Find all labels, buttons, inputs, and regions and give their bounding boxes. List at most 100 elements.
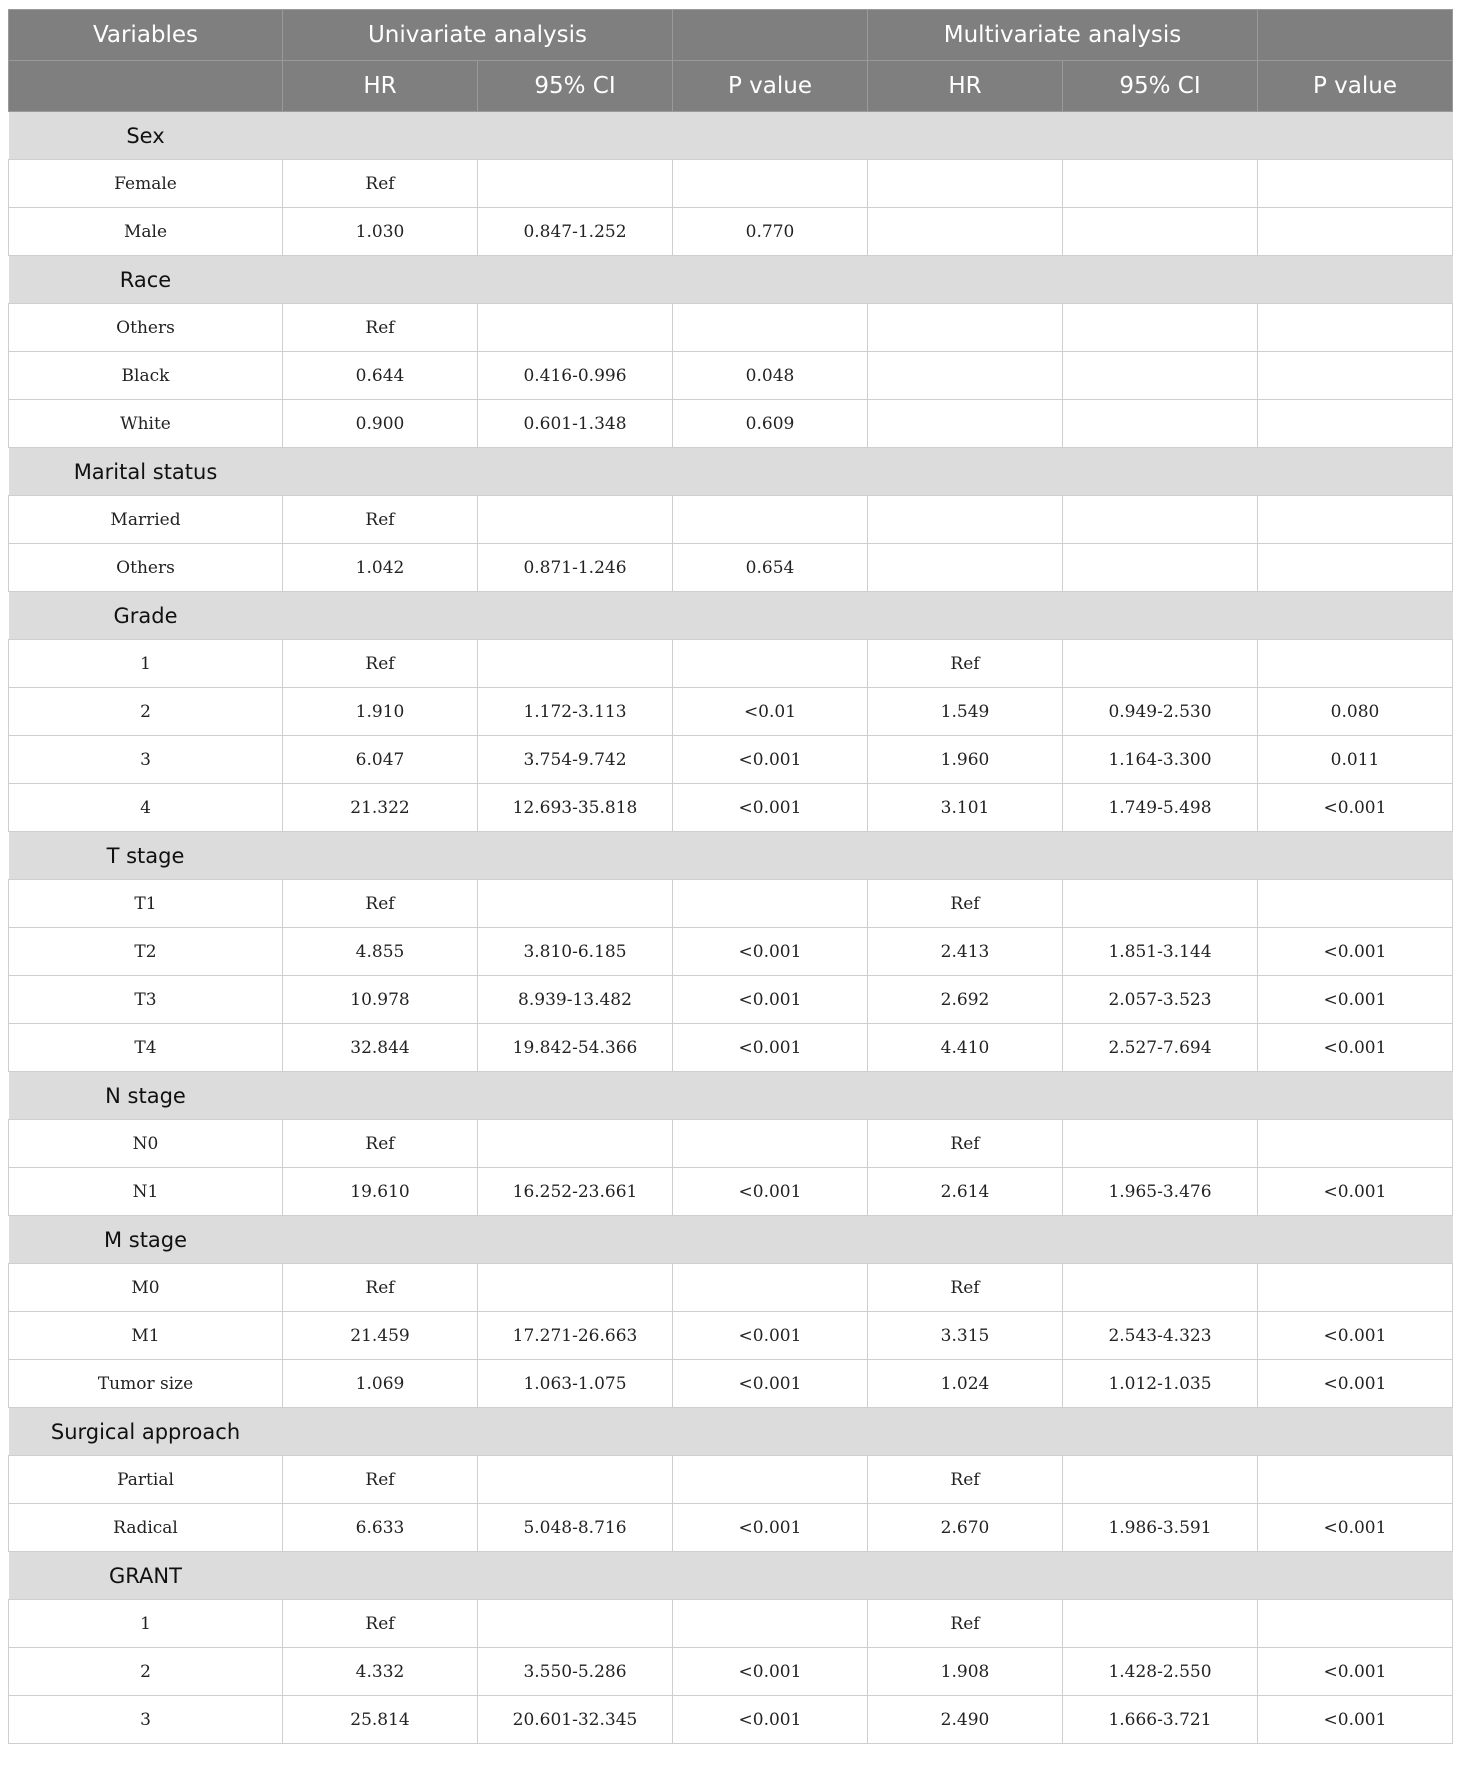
table-row: Tumor size 1.069 1.063-1.075 <0.001 1.024 1.0… xyxy=(8,1359,1453,1408)
value-cell: 3.550-5.286 xyxy=(477,1647,673,1696)
value-cell xyxy=(1257,543,1453,592)
value-cell: Ref xyxy=(282,1119,478,1168)
group-row: Grade xyxy=(8,591,1453,640)
value-cell: <0.001 xyxy=(1257,927,1453,976)
subheader-cell: 95% CI xyxy=(477,60,673,112)
value-cell xyxy=(1257,303,1453,352)
group-label: Race xyxy=(8,255,283,304)
value-cell: Ref xyxy=(867,1599,1063,1648)
value-cell xyxy=(672,1119,868,1168)
value-cell xyxy=(867,159,1063,208)
value-cell: 17.271-26.663 xyxy=(477,1311,673,1360)
value-cell xyxy=(672,303,868,352)
value-cell: 1.428-2.550 xyxy=(1062,1647,1258,1696)
variable-level: 1 xyxy=(8,639,283,688)
table-row: Others 1.042 0.871-1.246 0.654 xyxy=(8,543,1453,592)
value-cell xyxy=(1257,1455,1453,1504)
value-cell xyxy=(1062,639,1258,688)
value-cell: 0.011 xyxy=(1257,735,1453,784)
group-label: Sex xyxy=(8,111,283,160)
value-cell: 1.749-5.498 xyxy=(1062,783,1258,832)
value-cell: 1.042 xyxy=(282,543,478,592)
group-spacer xyxy=(282,447,1453,496)
value-cell xyxy=(477,1455,673,1504)
value-cell xyxy=(1062,543,1258,592)
value-cell: 0.654 xyxy=(672,543,868,592)
variable-level: Radical xyxy=(8,1503,283,1552)
value-cell: 4.855 xyxy=(282,927,478,976)
table-row: 2 4.332 3.550-5.286 <0.001 1.908 1.428-2.550 <… xyxy=(8,1647,1453,1696)
variable-level: 4 xyxy=(8,783,283,832)
table-row: Female Ref xyxy=(8,159,1453,208)
group-spacer xyxy=(282,1071,1453,1120)
variable-level: N1 xyxy=(8,1167,283,1216)
table-row: Partial Ref Ref xyxy=(8,1455,1453,1504)
table-row: Radical 6.633 5.048-8.716 <0.001 2.670 1.986-… xyxy=(8,1503,1453,1552)
value-cell: <0.001 xyxy=(1257,1359,1453,1408)
value-cell xyxy=(672,495,868,544)
value-cell xyxy=(1257,159,1453,208)
header-variables: Variables xyxy=(8,9,283,61)
table-row: T1 Ref Ref xyxy=(8,879,1453,928)
value-cell: 0.900 xyxy=(282,399,478,448)
value-cell: 20.601-32.345 xyxy=(477,1695,673,1744)
value-cell: 19.842-54.366 xyxy=(477,1023,673,1072)
value-cell: 0.048 xyxy=(672,351,868,400)
value-cell: Ref xyxy=(867,1263,1063,1312)
table-row: White 0.900 0.601-1.348 0.609 xyxy=(8,399,1453,448)
group-spacer xyxy=(282,591,1453,640)
table-row: T3 10.978 8.939-13.482 <0.001 2.692 2.057-3.5… xyxy=(8,975,1453,1024)
group-row: Race xyxy=(8,255,1453,304)
variable-level: T1 xyxy=(8,879,283,928)
value-cell xyxy=(867,207,1063,256)
value-cell: <0.001 xyxy=(672,1359,868,1408)
table-row: 1 Ref Ref xyxy=(8,1599,1453,1648)
value-cell: 1.024 xyxy=(867,1359,1063,1408)
value-cell xyxy=(477,303,673,352)
group-row: T stage xyxy=(8,831,1453,880)
variable-level: Male xyxy=(8,207,283,256)
header-row-sub: HR 95% CI P value HR 95% CI P value xyxy=(8,60,1453,112)
value-cell xyxy=(1062,879,1258,928)
value-cell xyxy=(477,1119,673,1168)
header-blank xyxy=(672,9,868,61)
value-cell xyxy=(1062,495,1258,544)
value-cell xyxy=(477,1263,673,1312)
value-cell xyxy=(1257,879,1453,928)
value-cell xyxy=(1257,351,1453,400)
value-cell: 32.844 xyxy=(282,1023,478,1072)
value-cell: <0.001 xyxy=(1257,1311,1453,1360)
table-row: T2 4.855 3.810-6.185 <0.001 2.413 1.851-3.144… xyxy=(8,927,1453,976)
variable-level: 2 xyxy=(8,1647,283,1696)
value-cell: 3.101 xyxy=(867,783,1063,832)
value-cell: <0.001 xyxy=(672,1023,868,1072)
value-cell xyxy=(477,159,673,208)
group-row: GRANT xyxy=(8,1551,1453,1600)
value-cell xyxy=(477,495,673,544)
variable-level: White xyxy=(8,399,283,448)
subheader-cell: P value xyxy=(672,60,868,112)
variable-level: N0 xyxy=(8,1119,283,1168)
value-cell: 1.164-3.300 xyxy=(1062,735,1258,784)
value-cell xyxy=(477,1599,673,1648)
table-row: 1 Ref Ref xyxy=(8,639,1453,688)
variable-level: T4 xyxy=(8,1023,283,1072)
value-cell xyxy=(672,159,868,208)
value-cell: Ref xyxy=(282,1599,478,1648)
value-cell: Ref xyxy=(867,1119,1063,1168)
hazard-ratio-table: Variables Univariate analysis Multivaria… xyxy=(8,9,1453,1744)
table-body: Sex Female Ref Male 1.030 0.847-1.252 0.770 Rac… xyxy=(8,111,1453,1744)
value-cell xyxy=(672,639,868,688)
table-row: N0 Ref Ref xyxy=(8,1119,1453,1168)
variable-level: Tumor size xyxy=(8,1359,283,1408)
value-cell: 2.692 xyxy=(867,975,1063,1024)
value-cell: 21.459 xyxy=(282,1311,478,1360)
table-row: Black 0.644 0.416-0.996 0.048 xyxy=(8,351,1453,400)
value-cell xyxy=(1257,1119,1453,1168)
value-cell xyxy=(867,399,1063,448)
value-cell: 6.047 xyxy=(282,735,478,784)
value-cell xyxy=(1257,1263,1453,1312)
value-cell xyxy=(1062,351,1258,400)
value-cell: 1.069 xyxy=(282,1359,478,1408)
table-row: Male 1.030 0.847-1.252 0.770 xyxy=(8,207,1453,256)
